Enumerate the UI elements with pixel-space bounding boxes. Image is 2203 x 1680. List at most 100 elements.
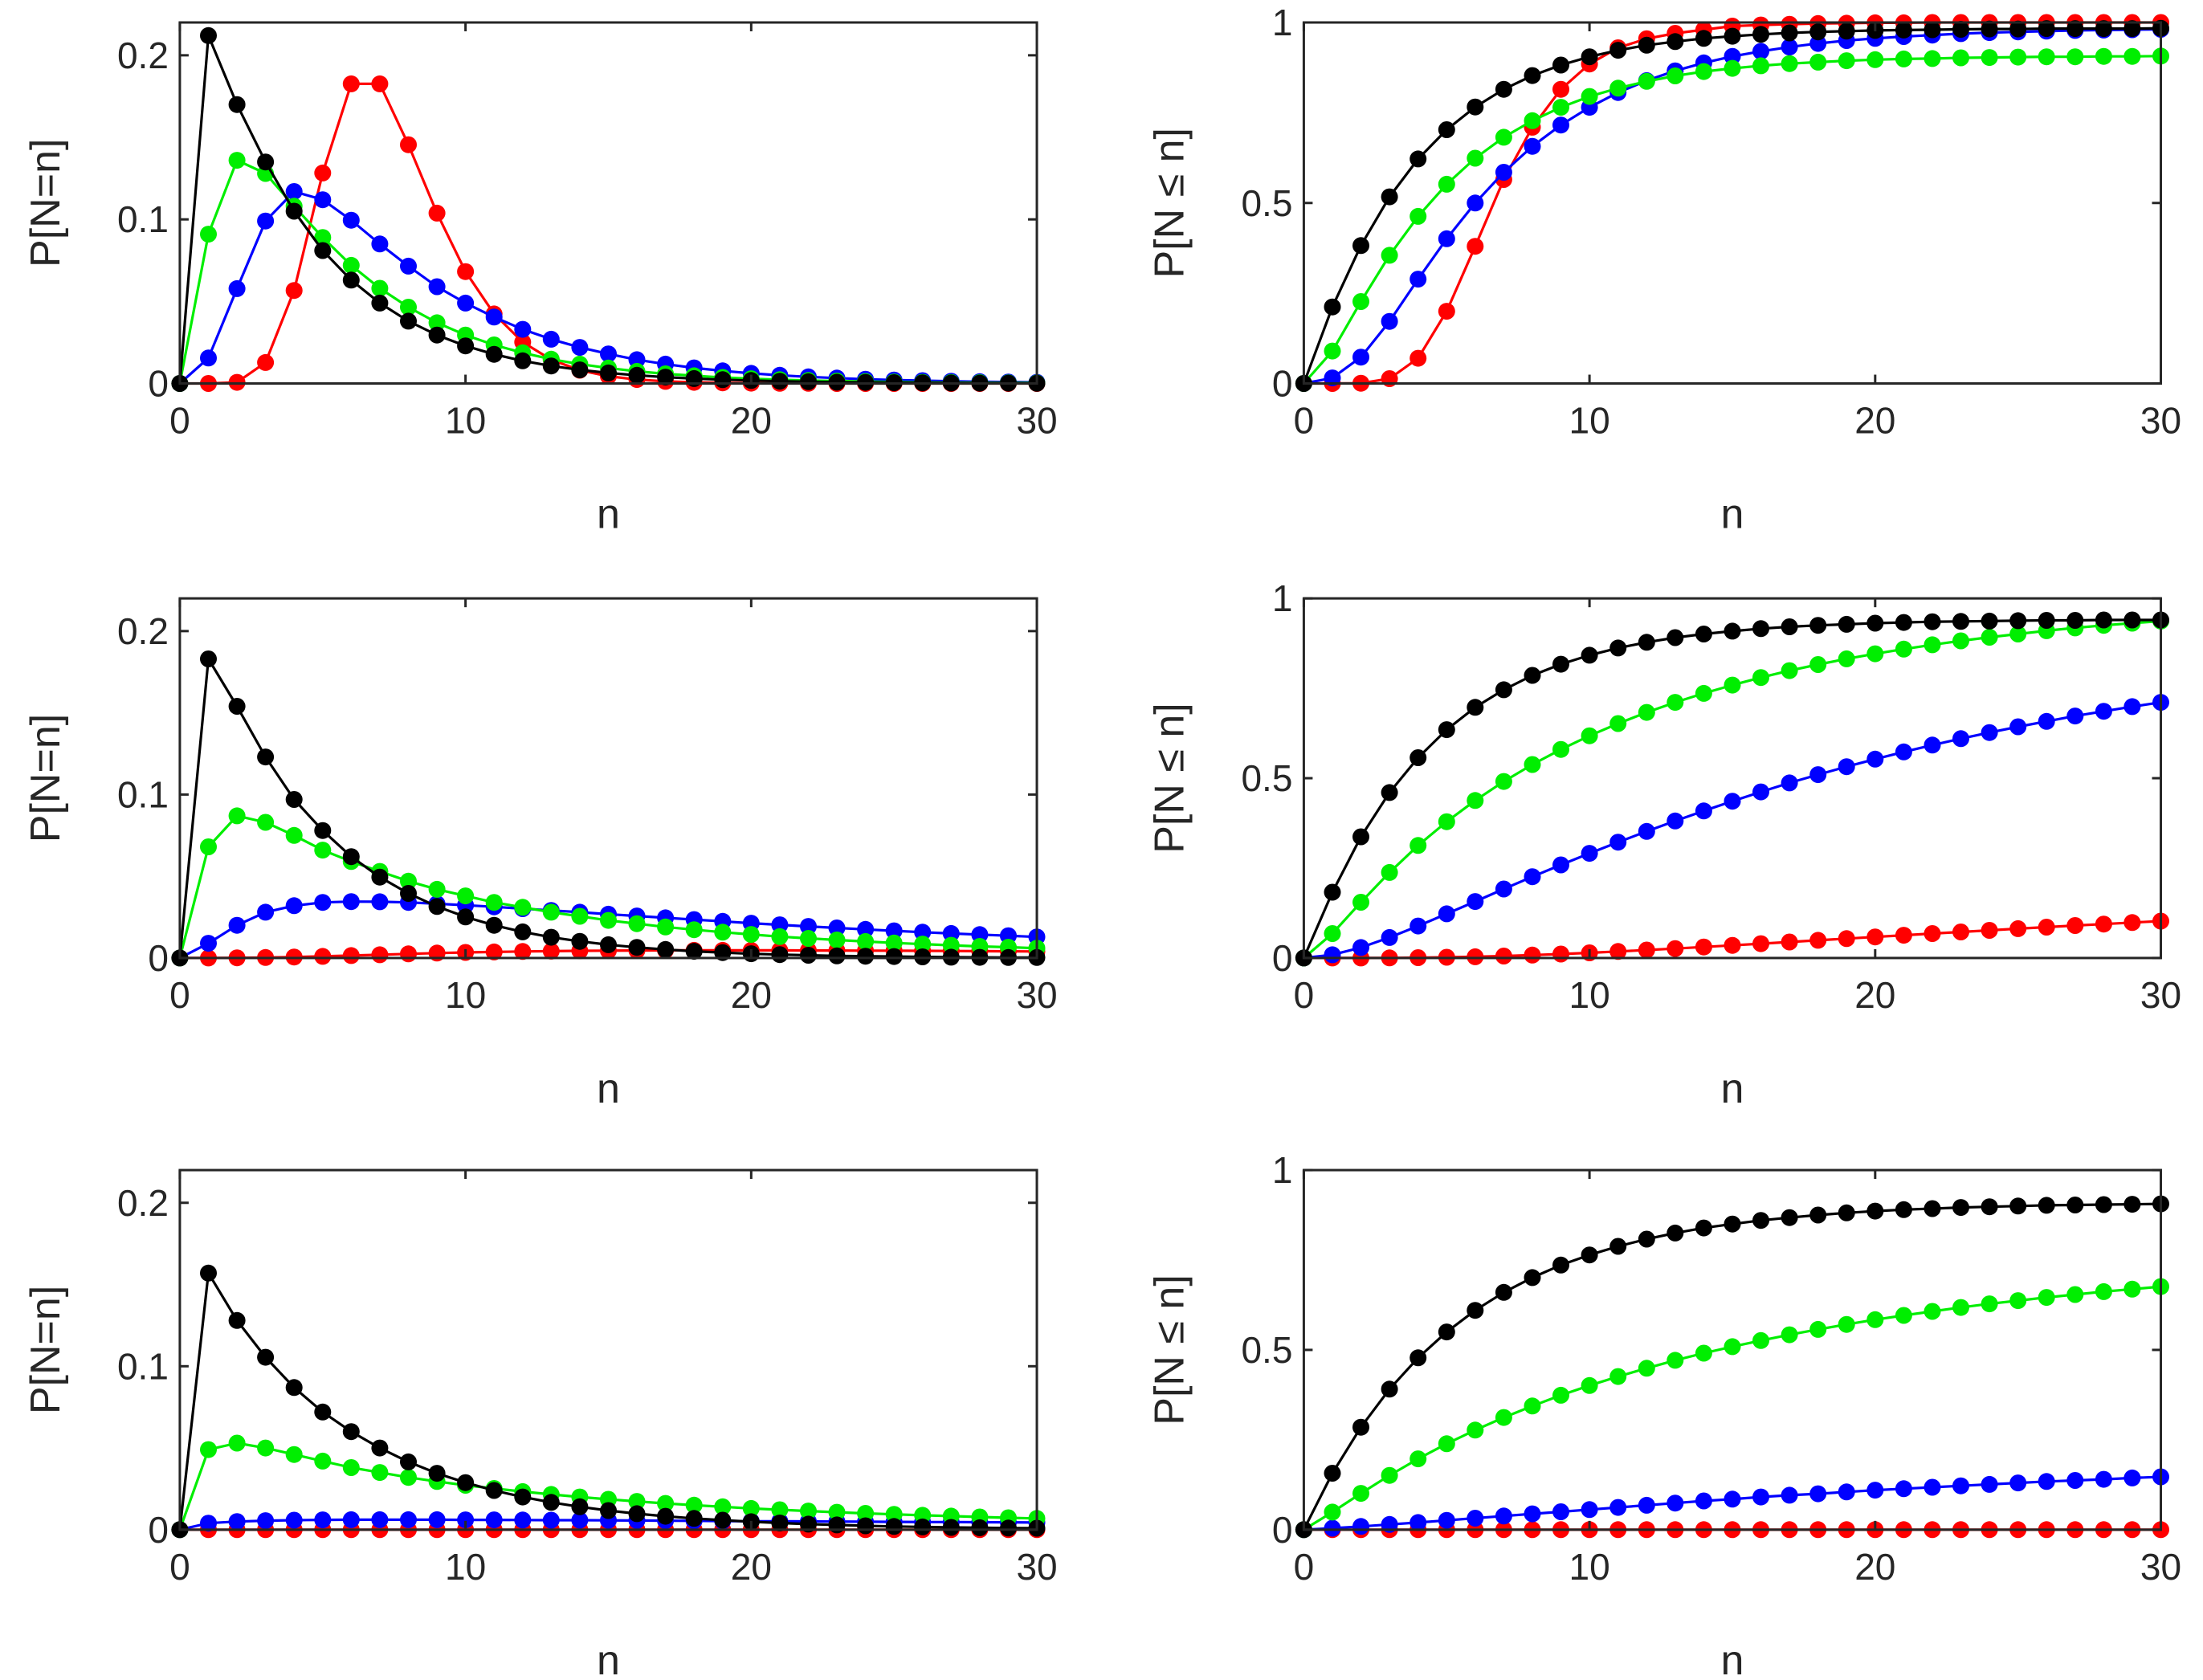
data-point-black [828,947,846,964]
data-point-blue [1495,164,1512,181]
data-point-green [914,936,932,953]
data-point-blue [428,278,446,296]
data-point-green [1895,50,1912,67]
data-point-green [771,1501,789,1519]
data-point-blue [1552,116,1569,134]
data-point-green [1467,792,1484,809]
data-point-black [1895,614,1912,631]
series-line-black [178,34,1038,385]
y-axis-label: P[N=n] [22,139,69,267]
data-point-green [914,1507,932,1524]
data-point-blue [514,320,532,338]
data-point-green [257,813,275,831]
data-point-blue [1866,1482,1884,1499]
data-point-blue [1724,47,1741,65]
data-point-black [285,1379,303,1397]
data-point-black [1524,667,1541,684]
y-tick-label: 0 [1272,1509,1293,1551]
data-point-green [314,842,332,859]
data-point-blue [1838,1483,1855,1501]
data-point-green [1609,715,1627,732]
data-point-green [1695,1344,1712,1362]
data-point-blue [1752,1488,1769,1506]
data-point-blue [200,1515,217,1532]
data-point-blue [2066,1472,2084,1489]
data-point-black [514,1488,532,1506]
data-point-green [828,932,846,948]
series-line-red [179,82,1037,385]
data-point-black [1924,1200,1941,1217]
data-point-black [1952,613,1969,630]
data-point-green [200,838,217,855]
data-point-red [400,136,417,153]
data-point-green [857,932,875,950]
data-point-green [1809,656,1827,673]
data-point-black [857,948,875,965]
data-point-black [2009,1197,2027,1215]
data-point-green [1866,51,1884,68]
data-point-black [828,373,846,391]
data-point-green [1495,1409,1512,1426]
data-point-green [2066,48,2084,66]
y-tick-label: 0.5 [1241,757,1292,799]
x-tick-label: 10 [1569,974,1610,1016]
data-point-red [457,263,475,280]
data-point-blue [200,349,217,367]
data-point-blue [1324,946,1341,964]
data-point-black [657,940,675,958]
data-point-green [1324,925,1341,942]
data-point-green [1552,99,1569,116]
data-point-green [200,226,217,243]
data-point-red [1438,303,1455,320]
data-point-black [1981,1198,1998,1216]
data-point-black [1781,24,1798,42]
data-point-green [1495,128,1512,146]
y-tick-label: 0.5 [1241,182,1292,224]
data-point-green [1467,1421,1484,1439]
data-point-red [542,942,560,960]
data-point-blue [257,903,275,921]
data-point-black [485,345,503,363]
data-point-black [1838,615,1855,633]
x-tick-label: 0 [1294,400,1315,442]
x-tick-label: 30 [2140,1546,2181,1588]
y-tick-label: 0 [1272,363,1293,405]
data-point-black [257,1348,275,1366]
data-point-blue [314,894,332,911]
data-point-green [1981,49,1998,67]
data-point-black [1638,1230,1655,1248]
data-point-red [257,353,275,371]
data-point-green [485,894,503,911]
data-point-green [1581,727,1598,744]
data-point-blue [1924,1478,1941,1496]
data-point-black [1410,1349,1427,1367]
data-point-black [228,1311,246,1329]
data-point-blue [2123,1469,2141,1486]
data-point-black [1781,618,1798,635]
data-point-black [1752,26,1769,43]
x-axis-label: n [597,491,620,538]
data-point-black [2038,612,2055,629]
data-point-black [1724,622,1741,640]
data-point-red [2009,920,2027,937]
data-point-red [371,75,389,92]
data-point-green [371,279,389,297]
data-point-blue [1410,917,1427,935]
data-point-green [1410,837,1427,854]
data-point-blue [428,1511,446,1528]
data-point-green [600,911,617,929]
data-point-green [400,299,417,316]
data-point-green [1724,59,1741,77]
axes-box [178,21,1038,385]
data-point-green [257,1439,275,1457]
y-tick-label: 0.1 [117,773,169,815]
data-point-green [228,152,246,169]
data-point-green [228,1434,246,1452]
data-point-black [371,868,389,886]
chart-panel-3: 0 10 20 30 0 0.1 0.2 n P[N=n] [22,597,1058,1112]
data-point-black [1581,646,1598,664]
data-point-black [1467,699,1484,716]
data-point-blue [1352,939,1369,956]
data-point-blue [1895,743,1912,760]
